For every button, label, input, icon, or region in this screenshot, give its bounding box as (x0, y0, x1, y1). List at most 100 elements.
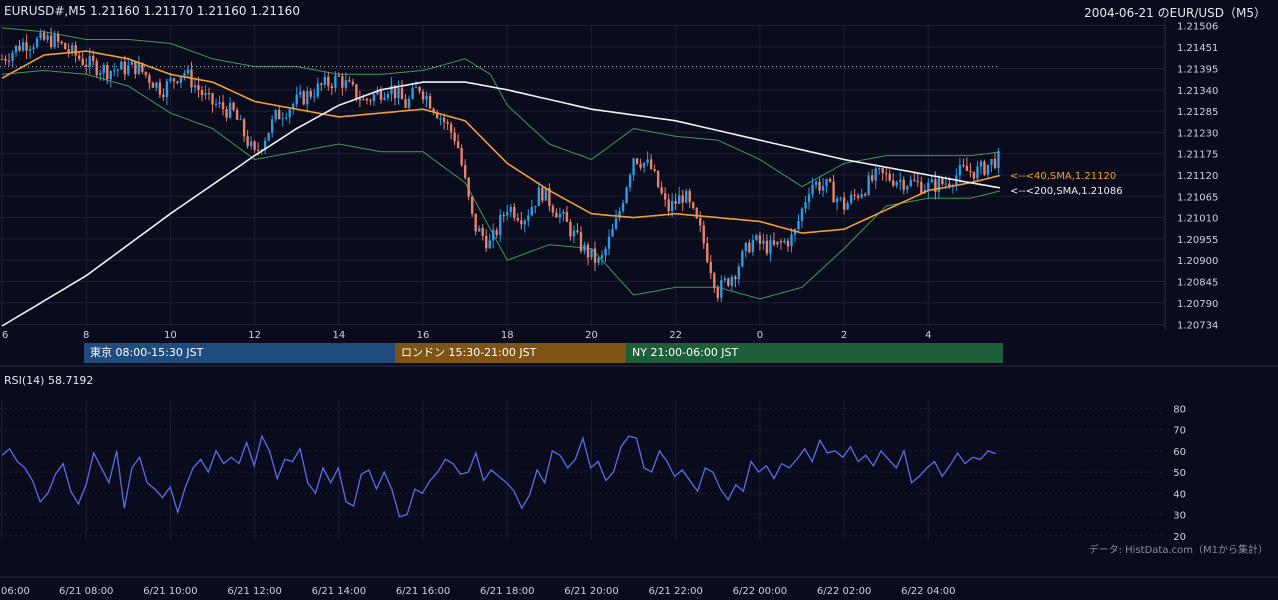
candle-body (470, 196, 474, 214)
candle-body (432, 108, 435, 113)
candle-body (737, 266, 741, 280)
candle-body (435, 112, 439, 118)
hour-tick-label: 14 (332, 330, 345, 341)
candle-body (372, 94, 376, 101)
sma40-label: <--<40,SMA,1.21120 (1010, 171, 1116, 182)
candle-body (116, 69, 119, 71)
candle-body (341, 76, 344, 88)
candle-body (621, 202, 625, 212)
candle-body (583, 244, 586, 252)
date-tick-label: 6/21 18:00 (480, 586, 534, 597)
candle-body (127, 64, 130, 75)
candle-body (249, 141, 253, 147)
candle-body (727, 278, 730, 286)
candle-body (867, 175, 870, 195)
candle-body (467, 177, 470, 197)
candle-body (453, 132, 456, 142)
candle-body (821, 186, 825, 191)
candle-body (393, 85, 397, 99)
candle-body (913, 179, 916, 181)
candle-body (267, 132, 270, 141)
candle-body (186, 69, 190, 74)
candle-body (35, 38, 39, 48)
candle-body (263, 140, 267, 150)
candle-body (804, 202, 807, 209)
candle-body (558, 213, 562, 218)
candle-body (285, 117, 288, 119)
candle-body (993, 158, 997, 168)
candle-body (597, 258, 600, 263)
candle-body (990, 158, 993, 165)
date-tick-label: 6/22 04:00 (901, 586, 955, 597)
candle-body (814, 181, 818, 185)
candle-body (246, 136, 249, 147)
candle-body (590, 248, 593, 258)
candle-body (302, 91, 305, 105)
price-tick-label: 1.21395 (1177, 65, 1218, 76)
candle-body (18, 45, 21, 51)
hour-tick-label: 22 (669, 330, 682, 341)
candle-body (562, 211, 565, 214)
candle-body (400, 87, 404, 100)
candle-body (309, 91, 312, 97)
candle-body (653, 169, 656, 171)
candle-body (99, 72, 102, 75)
candle-body (881, 168, 884, 174)
price-gridlines (0, 25, 1165, 325)
rsi-tick-label: 40 (1173, 489, 1186, 500)
candle-body (909, 179, 912, 187)
rsi-line (1, 434, 996, 518)
candle-body (439, 117, 442, 119)
candle-body (386, 93, 390, 98)
candle-body (656, 170, 660, 188)
candle-body (130, 61, 134, 65)
candle-body (986, 164, 990, 175)
candle-body (667, 199, 670, 212)
candle-body (579, 232, 583, 252)
candle-body (4, 59, 7, 61)
candle-body (565, 211, 569, 222)
candle-body (39, 32, 42, 39)
candle-body (11, 52, 14, 62)
hour-axis: 6 8 10 12 14 16 18 20 22 0 2 4 (2, 330, 932, 341)
candle-body (70, 45, 74, 53)
candle-body (446, 122, 449, 124)
candle-body (449, 123, 453, 133)
candle-body (106, 65, 109, 80)
candle-body (534, 205, 537, 207)
candle-body (572, 230, 576, 237)
candle-body (537, 187, 541, 206)
candle-body (253, 141, 256, 150)
hour-tick-label: 8 (83, 330, 89, 341)
rsi-tick-label: 70 (1173, 426, 1186, 437)
candle-body (379, 90, 383, 100)
ma-labels: <--<40,SMA,1.21120 <--<200,SMA,1.21086 (1010, 171, 1123, 197)
hour-tick-label: 4 (925, 330, 931, 341)
candle-body (509, 206, 512, 212)
candle-body (692, 202, 695, 209)
date-tick-label: 6/21 10:00 (143, 586, 197, 597)
candle-body (316, 83, 319, 97)
hour-tick-label: 2 (841, 330, 847, 341)
candle-body (555, 212, 558, 218)
candle-body (32, 47, 35, 50)
hour-tick-label: 16 (417, 330, 430, 341)
candle-body (997, 151, 1000, 168)
candle-body (976, 166, 979, 179)
symbol-info: EURUSD#,M5 1.21160 1.21170 1.21160 1.211… (4, 4, 300, 18)
candle-body (123, 61, 127, 75)
candle-body (786, 240, 790, 247)
candle-body (456, 141, 460, 148)
rsi-tick-label: 80 (1173, 404, 1186, 415)
rsi-tick-label: 60 (1173, 447, 1186, 458)
candle-body (646, 159, 649, 163)
candle-body (144, 71, 148, 76)
candle-body (969, 170, 972, 172)
candle-body (46, 35, 49, 40)
bollinger-bands (0, 27, 1001, 300)
candle-body (158, 82, 162, 95)
candle-body (344, 80, 348, 88)
candle-body (42, 32, 46, 40)
candle-body (674, 200, 677, 204)
